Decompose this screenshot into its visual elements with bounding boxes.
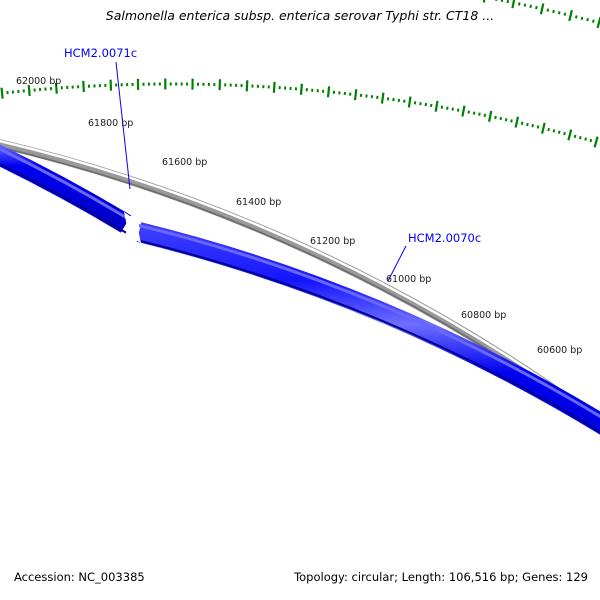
ruler-label-60600: 60600 bp xyxy=(537,345,583,356)
ruler-tick-major xyxy=(593,136,599,148)
ruler-tick-minor xyxy=(536,125,540,129)
ruler-ticks-inner xyxy=(0,78,600,148)
ruler-tick-minor xyxy=(483,113,487,117)
gene-highlight xyxy=(0,147,127,219)
ruler-tick-major xyxy=(353,89,358,101)
gene-boundary-gap xyxy=(124,212,141,243)
ruler-tick-major xyxy=(568,9,573,22)
ruler-label-61200: 61200 bp xyxy=(310,236,356,247)
ruler-ticks-outer xyxy=(482,0,600,29)
ruler-tick-major xyxy=(511,0,516,9)
gene-highlight xyxy=(138,223,600,419)
ruler-tick-minor xyxy=(557,11,561,15)
ruler-tick-minor xyxy=(451,107,454,111)
ruler-tick-minor xyxy=(578,135,582,140)
ruler-tick-minor xyxy=(580,16,584,20)
ruler-tick-major xyxy=(299,83,303,95)
gene-HCM2.0070c[interactable] xyxy=(136,222,600,511)
ruler-tick-minor xyxy=(573,134,577,138)
gene-shadow xyxy=(138,239,600,433)
ruler-tick-minor xyxy=(506,0,510,4)
ruler-tick-minor xyxy=(504,118,508,122)
ruler-tick-minor xyxy=(591,19,595,23)
ruler-tick-minor xyxy=(546,8,550,12)
ruler-tick-minor xyxy=(563,131,566,136)
ruler-label-60800: 60800 bp xyxy=(461,310,507,321)
ruler-tick-major xyxy=(27,84,31,97)
ruler-tick-minor xyxy=(574,15,578,19)
gene-body[interactable] xyxy=(136,222,600,503)
ruler-tick-minor xyxy=(531,124,535,128)
ruler-tick-major xyxy=(434,100,439,112)
footer-bar: Accession: NC_003385 Topology: circular;… xyxy=(0,570,600,592)
ruler-tick-minor xyxy=(584,137,587,141)
gene-label-HCM2.0071c[interactable]: HCM2.0071c xyxy=(64,46,138,60)
ruler-tick-major xyxy=(0,87,4,99)
page-title: Salmonella enterica subsp. enterica sero… xyxy=(105,8,495,23)
ruler-label-61000: 61000 bp xyxy=(386,274,432,285)
ruler-tick-minor xyxy=(510,119,513,123)
genome-stats-text: Topology: circular; Length: 106,516 bp; … xyxy=(294,570,588,584)
ruler-tick-minor xyxy=(526,122,529,127)
ruler-tick-minor xyxy=(495,0,498,1)
ruler-tick-minor xyxy=(586,18,589,22)
ruler-tick-major xyxy=(540,122,546,134)
accession-text: Accession: NC_003385 xyxy=(14,570,145,584)
ruler-tick-minor xyxy=(547,127,550,132)
ruler-tick-minor xyxy=(440,105,444,109)
ruler-label-62000: 62000 bp xyxy=(16,76,62,87)
ruler-tick-minor xyxy=(589,138,593,143)
gene-body[interactable] xyxy=(0,103,132,233)
genome-backbone xyxy=(0,139,600,429)
ruler-tick-minor xyxy=(552,9,555,14)
leader-line xyxy=(387,245,407,282)
ruler-tick-minor xyxy=(557,130,561,134)
backbone-shadow xyxy=(0,146,600,427)
backbone-track xyxy=(0,139,600,429)
ruler-tick-minor xyxy=(494,115,497,120)
ruler-tick-minor xyxy=(529,4,532,9)
ruler-tick-minor xyxy=(499,116,503,121)
ruler-tick-minor xyxy=(456,108,460,112)
gene-leader-lines xyxy=(115,61,407,282)
ruler-tick-major xyxy=(272,81,276,93)
gene-label-HCM2.0070c[interactable]: HCM2.0070c xyxy=(408,231,482,245)
ruler-tick-minor xyxy=(552,129,556,133)
ruler-label-61800: 61800 bp xyxy=(88,118,134,129)
ruler-tick-minor xyxy=(467,110,471,114)
ruler-tick-major xyxy=(54,82,58,94)
ruler-tick-major xyxy=(245,80,249,92)
ruler-tick-minor xyxy=(478,112,481,116)
leader-line xyxy=(115,61,131,190)
ruler-tick-major xyxy=(380,92,385,104)
ruler-tick-major xyxy=(407,96,412,108)
ruler-tick-minor xyxy=(500,0,504,3)
ruler-tick-major xyxy=(482,0,486,3)
backbone-highlight xyxy=(0,140,600,422)
gene-track[interactable] xyxy=(0,96,600,511)
ruler-tick-major xyxy=(461,105,466,117)
ruler-tick-minor xyxy=(535,5,538,10)
ruler-tick-major xyxy=(567,129,573,141)
ruler-label-61600: 61600 bp xyxy=(162,157,208,168)
ruler-label-61400: 61400 bp xyxy=(236,197,282,208)
ruler-tick-minor xyxy=(563,12,567,16)
ruler-tick-minor xyxy=(520,121,524,125)
ruler-tick-major xyxy=(326,86,331,98)
ruler-tick-major xyxy=(539,3,545,15)
ruler-tick-major xyxy=(82,80,85,93)
ruler-tick-minor xyxy=(517,2,521,6)
ruler-tick-minor xyxy=(472,111,476,115)
gene-shadow xyxy=(0,163,127,234)
ruler-tick-major xyxy=(487,110,493,122)
ruler-tick-major xyxy=(514,116,520,128)
ruler-tick-minor xyxy=(523,3,527,7)
gene-HCM2.0071c[interactable] xyxy=(0,96,132,234)
ruler-tick-minor xyxy=(446,106,449,110)
